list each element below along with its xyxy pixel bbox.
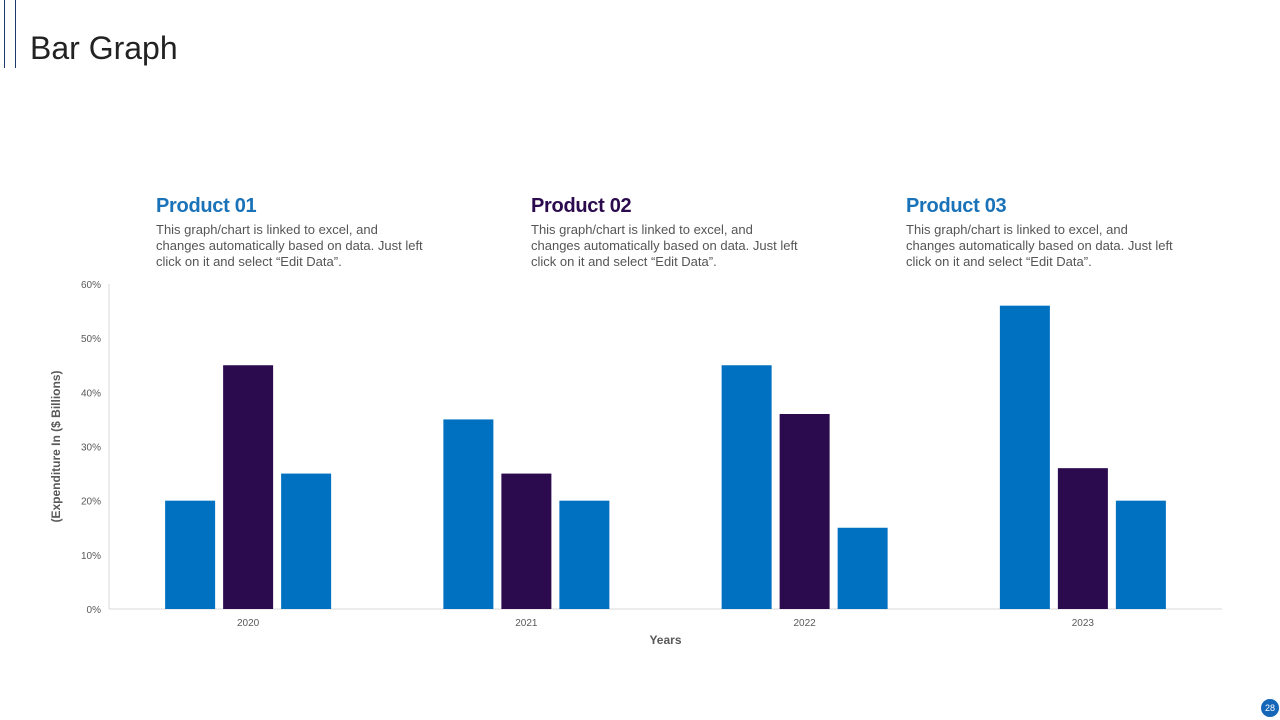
x-tick-label: 2023 xyxy=(1072,618,1095,629)
bar-2023-2 xyxy=(1057,468,1108,609)
x-tick-label: 2021 xyxy=(515,618,538,629)
product-block-1: Product 01 This graph/chart is linked to… xyxy=(156,194,426,270)
bar-2021-2 xyxy=(501,473,552,609)
y-tick-label: 10% xyxy=(81,551,101,562)
bar-2023-3 xyxy=(1115,500,1166,609)
y-tick-label: 40% xyxy=(81,388,101,399)
bar-2021-1 xyxy=(443,419,494,609)
product-description-3: This graph/chart is linked to excel, and… xyxy=(906,222,1173,269)
x-tick-label: 2022 xyxy=(794,618,817,629)
product-title-3: Product 03 xyxy=(906,195,1007,217)
x-tick-label: 2020 xyxy=(237,618,260,629)
bar-2020-3 xyxy=(281,473,332,609)
product-block-3: Product 03 This graph/chart is linked to… xyxy=(906,194,1176,270)
bar-2022-1 xyxy=(721,365,772,609)
y-tick-label: 20% xyxy=(81,497,101,508)
y-axis-title: (Expenditure In ($ Billions) xyxy=(49,370,63,522)
x-axis-title: Years xyxy=(649,633,681,647)
product-title-2: Product 02 xyxy=(531,195,632,217)
bar-2021-3 xyxy=(559,500,610,609)
product-description-1: This graph/chart is linked to excel, and… xyxy=(156,222,423,269)
product-title-1: Product 01 xyxy=(156,195,257,217)
product-block-2: Product 02 This graph/chart is linked to… xyxy=(531,194,801,270)
y-tick-label: 0% xyxy=(87,605,102,616)
bar-2023-1 xyxy=(999,305,1050,609)
page-title: Bar Graph xyxy=(30,30,178,66)
bar-2020-2 xyxy=(223,365,274,609)
bar-2022-2 xyxy=(779,414,830,609)
product-description-2: This graph/chart is linked to excel, and… xyxy=(531,222,798,269)
bar-2020-1 xyxy=(165,500,216,609)
accent-line-left xyxy=(4,0,5,68)
y-tick-label: 30% xyxy=(81,443,101,454)
y-tick-label: 50% xyxy=(81,334,101,345)
page-number-badge: 28 xyxy=(1261,699,1279,717)
bar-2022-3 xyxy=(837,527,888,609)
y-tick-label: 60% xyxy=(81,280,101,291)
accent-line-right xyxy=(15,0,16,68)
